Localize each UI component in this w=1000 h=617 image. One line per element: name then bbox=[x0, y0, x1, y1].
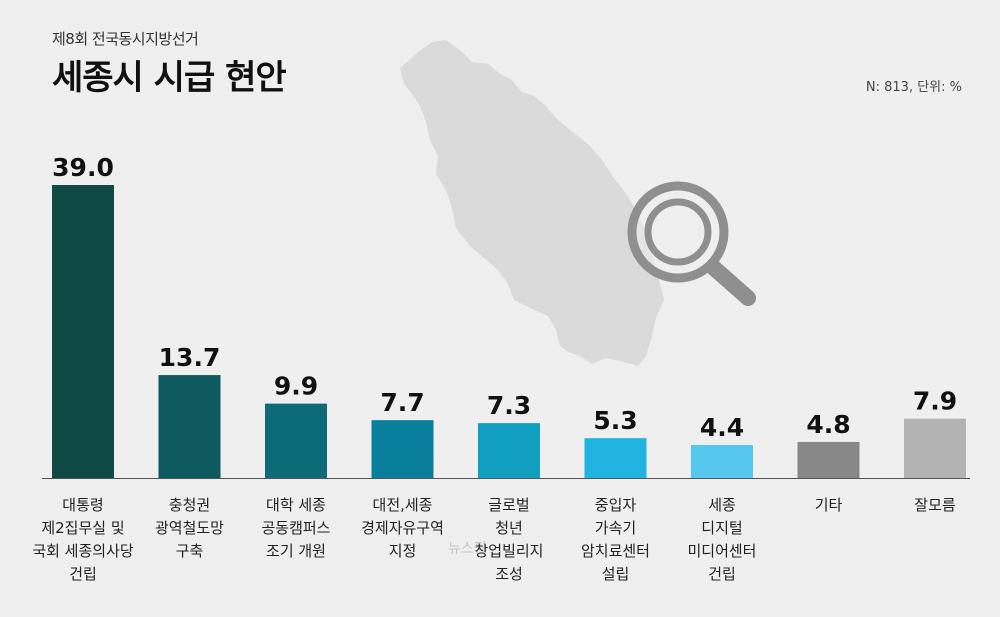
category-label-1-line-2: 구축 bbox=[176, 542, 204, 560]
category-label-7-line-0: 기타 bbox=[815, 496, 843, 514]
category-label-0-line-3: 건립 bbox=[69, 565, 97, 583]
bar-1 bbox=[158, 375, 221, 478]
bar-4 bbox=[478, 423, 540, 478]
bar-6 bbox=[691, 444, 753, 478]
category-label-3-line-0: 대전,세종 bbox=[373, 496, 433, 514]
category-label-6-line-1: 디지털 bbox=[701, 519, 742, 537]
category-label-5-line-0: 중입자 bbox=[595, 496, 637, 514]
category-label-4-line-3: 조성 bbox=[495, 565, 523, 583]
category-label-5-line-1: 가속기 bbox=[595, 519, 636, 537]
bar-7 bbox=[797, 441, 860, 478]
category-label-5-line-2: 암치료센터 bbox=[581, 542, 650, 560]
value-label-8: 7.9 bbox=[913, 387, 957, 416]
category-label-5-line-3: 설립 bbox=[602, 565, 630, 583]
magnifier-icon bbox=[627, 181, 756, 306]
bar-8 bbox=[904, 418, 966, 478]
page-title: 세종시 시급 현안 bbox=[52, 58, 287, 98]
category-label-3-line-2: 지정 bbox=[389, 542, 417, 560]
value-label-1: 13.7 bbox=[159, 343, 221, 372]
category-label-1-line-0: 충청권 bbox=[169, 496, 210, 514]
sejong-map-icon bbox=[400, 40, 664, 366]
value-label-0: 39.0 bbox=[52, 153, 114, 182]
category-label-1-line-1: 광역철도망 bbox=[155, 519, 224, 537]
bar-0 bbox=[52, 185, 114, 478]
value-label-7: 4.8 bbox=[806, 410, 850, 439]
category-label-6-line-2: 미디어센터 bbox=[687, 542, 756, 560]
category-label-2-line-0: 대학 세종 bbox=[266, 496, 326, 514]
value-label-2: 9.9 bbox=[274, 372, 318, 401]
bar-2 bbox=[265, 403, 327, 478]
watermark: 뉴스핌 bbox=[448, 541, 487, 557]
value-label-3: 7.7 bbox=[380, 388, 424, 417]
value-label-5: 5.3 bbox=[593, 406, 637, 435]
category-label-2-line-1: 공동캠퍼스 bbox=[261, 519, 330, 537]
category-label-0-line-1: 제2집무실 및 bbox=[41, 519, 124, 537]
category-label-4-line-2: 창업빌리지 bbox=[474, 542, 543, 560]
category-label-2-line-2: 조기 개원 bbox=[266, 542, 326, 560]
category-label-6-line-3: 건립 bbox=[708, 565, 736, 583]
bar-5 bbox=[584, 438, 647, 478]
sample-unit-note: N: 813, 단위: % bbox=[865, 80, 962, 95]
category-label-8-line-0: 잘모름 bbox=[914, 496, 956, 514]
category-label-6-line-0: 세종 bbox=[708, 496, 736, 514]
survey-subtitle: 제8회 전국동시지방선거 bbox=[52, 30, 199, 48]
value-label-6: 4.4 bbox=[700, 413, 744, 442]
category-label-4-line-1: 청년 bbox=[495, 519, 523, 537]
category-label-0-line-2: 국회 세종의사당 bbox=[32, 542, 134, 560]
value-label-4: 7.3 bbox=[487, 391, 531, 420]
category-label-0-line-0: 대통령 bbox=[62, 496, 103, 514]
category-label-4-line-0: 글로벌 bbox=[488, 496, 529, 514]
category-label-3-line-1: 경제자유구역 bbox=[361, 519, 444, 537]
bar-3 bbox=[371, 420, 434, 478]
